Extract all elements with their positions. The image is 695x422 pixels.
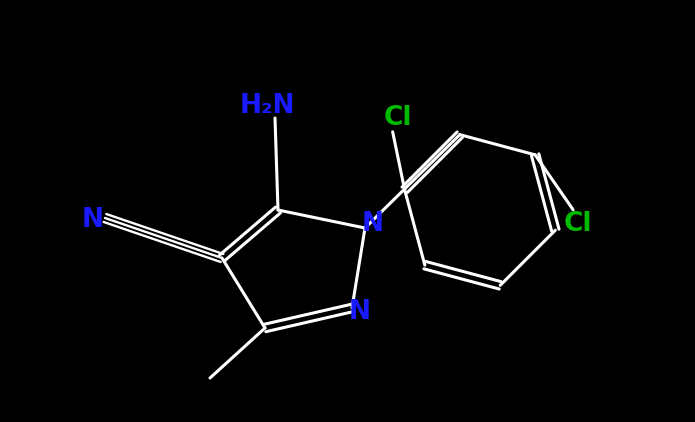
Text: Cl: Cl (564, 211, 592, 237)
Text: H₂N: H₂N (239, 93, 295, 119)
Text: N: N (349, 299, 371, 325)
Text: N: N (362, 211, 384, 237)
Text: Cl: Cl (384, 105, 412, 131)
Text: N: N (82, 207, 104, 233)
